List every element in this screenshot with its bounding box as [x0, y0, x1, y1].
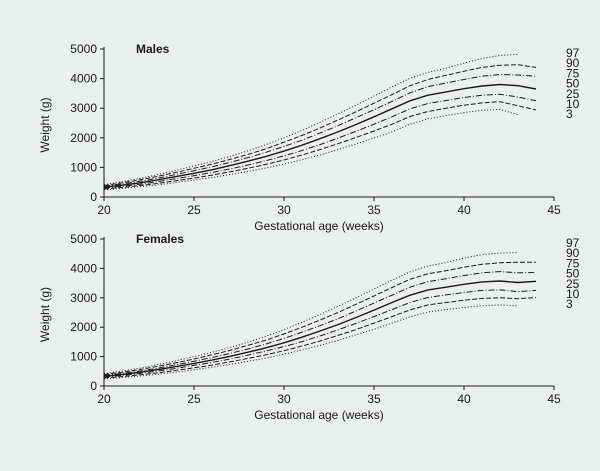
centile-label-97: 97: [566, 46, 580, 60]
x-tick-label: 20: [97, 203, 111, 217]
y-tick-label: 2000: [70, 320, 97, 334]
centile-line-3: [103, 108, 519, 191]
centile-line-90: [103, 261, 536, 375]
x-tick-label: 25: [187, 392, 201, 406]
x-tick-label: 45: [547, 392, 561, 406]
y-tick-label: 5000: [70, 232, 97, 246]
centile-label-97: 97: [566, 236, 580, 250]
centile-label-25: 25: [566, 277, 580, 291]
x-tick-label: 25: [187, 203, 201, 217]
centile-line-10: [103, 101, 537, 190]
y-tick-label: 3000: [70, 101, 97, 115]
y-tick-label: 4000: [70, 261, 97, 275]
centile-label-10: 10: [566, 97, 580, 111]
y-tick-label: 3000: [70, 291, 97, 305]
y-tick-label: 5000: [70, 42, 97, 56]
y-axis-title: Weight (g): [38, 97, 52, 152]
centile-line-10: [103, 297, 537, 379]
chart-panel-males: 0 1000 2000 3000 4000 5000 20 25 30 35 40 45 Gestati…: [38, 42, 580, 233]
centile-label-10: 10: [566, 287, 580, 301]
centile-line-25: [103, 289, 537, 378]
x-tick-label: 45: [547, 203, 561, 217]
x-tick-label: 35: [367, 392, 381, 406]
centile-line-50: [103, 280, 537, 377]
panel-title: Males: [136, 42, 170, 56]
x-tick-label: 30: [277, 203, 291, 217]
centile-label-3: 3: [566, 297, 573, 311]
y-tick-label: 0: [90, 190, 97, 204]
centile-label-25: 25: [566, 87, 580, 101]
chart-panel-females: 0 1000 2000 3000 4000 5000 20 25 30 35 40 45 Gestati…: [38, 232, 580, 422]
x-axis-title: Gestational age (weeks): [254, 408, 383, 422]
y-tick-label: 2000: [70, 131, 97, 145]
x-tick-label: 40: [457, 203, 471, 217]
centile-line-97: [103, 53, 519, 186]
centile-line-3: [103, 304, 519, 380]
x-tick-label: 35: [367, 203, 381, 217]
centile-label-50: 50: [566, 267, 580, 281]
panel-title: Females: [136, 232, 184, 246]
centile-line-75: [103, 73, 537, 187]
y-axis-title: Weight (g): [38, 287, 52, 342]
centile-line-50: [103, 83, 537, 188]
y-tick-label: 1000: [70, 160, 97, 174]
centile-line-25: [103, 93, 537, 189]
centile-label-75: 75: [566, 66, 580, 80]
y-tick-label: 4000: [70, 72, 97, 86]
centile-label-3: 3: [566, 107, 573, 121]
centile-label-75: 75: [566, 256, 580, 270]
x-tick-label: 30: [277, 392, 291, 406]
x-tick-label: 40: [457, 392, 471, 406]
centile-line-90: [103, 64, 537, 186]
x-axis-title: Gestational age (weeks): [254, 219, 383, 233]
centile-label-50: 50: [566, 77, 580, 91]
y-tick-label: 0: [90, 379, 97, 393]
centile-label-90: 90: [566, 246, 580, 260]
centile-line-75: [103, 271, 537, 376]
x-tick-label: 20: [97, 392, 111, 406]
centile-label-90: 90: [566, 56, 580, 70]
y-tick-label: 1000: [70, 350, 97, 364]
